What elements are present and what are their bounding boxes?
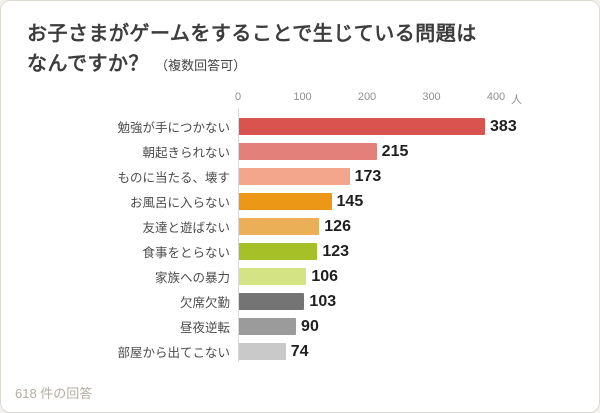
bar (238, 343, 286, 360)
bar-row: 昼夜逆転 90 (1, 314, 599, 339)
bar-rows: 勉強が手につかない 383 朝起きられない 215 ものに当たる、壊す 173 お風呂に入ら… (1, 108, 599, 364)
category-label: 食事をとらない (142, 246, 230, 260)
bar (238, 143, 377, 160)
category-label: 欠席欠勤 (179, 296, 230, 310)
category-label: お風呂に入らない (129, 196, 230, 210)
bar (238, 318, 297, 335)
value-label: 145 (336, 192, 364, 210)
bar (238, 243, 318, 260)
value-label: 215 (381, 142, 409, 160)
x-tick-label: 200 (357, 91, 377, 103)
x-tick-label: 400 (486, 91, 506, 103)
bar-row: 欠席欠勤 103 (1, 289, 599, 314)
bar-row: 部屋から出てこない 74 (1, 339, 599, 364)
value-label: 173 (354, 167, 382, 185)
bar (238, 293, 305, 310)
bar-row: 食事をとらない 123 (1, 239, 599, 264)
value-label: 383 (490, 117, 517, 135)
bar (238, 218, 320, 235)
x-tick-label: 0 (234, 91, 242, 103)
category-label: 朝起きられない (142, 146, 230, 160)
bar (238, 268, 307, 285)
x-tick-label: 300 (422, 91, 441, 103)
value-label: 103 (309, 292, 337, 310)
bar (238, 168, 350, 185)
value-label: 74 (290, 342, 309, 360)
value-label: 126 (324, 217, 351, 235)
bar-row: 家族への暴力 106 (1, 264, 599, 289)
category-label: 友達と遊ばない (142, 221, 230, 235)
value-label: 106 (311, 267, 339, 285)
x-tick-label: 100 (293, 91, 312, 103)
category-label: 昼夜逆転 (179, 321, 230, 335)
category-label: 勉強が手につかない (117, 121, 230, 135)
category-label: 部屋から出てこない (117, 346, 230, 360)
bar (238, 118, 486, 135)
chart-title-note: （複数回答可） (155, 58, 247, 73)
chart-title-line2: なんですか？ (27, 53, 149, 75)
bar-row: 友達と遊ばない 126 (1, 214, 599, 239)
bar-row: 朝起きられない 215 (1, 139, 599, 164)
chart-title-line1: お子さまがゲームをすることで生じている問題は (27, 23, 477, 45)
category-label: 家族への暴力 (154, 271, 230, 285)
bar-chart: 0 100 200 300 400 人 勉強が手につかない 383 朝起きられない 215 ものに… (1, 91, 599, 364)
value-label: 90 (301, 317, 319, 335)
bar-row: 勉強が手につかない 383 (1, 114, 599, 139)
value-label: 123 (322, 242, 350, 260)
y-axis-line (238, 108, 239, 362)
x-axis-ticks: 0 100 200 300 400 人 (234, 91, 599, 106)
x-axis-unit-label: 人 (511, 94, 522, 106)
bar-row: お風呂に入らない 145 (1, 189, 599, 214)
bar-row: ものに当たる、壊す 173 (1, 164, 599, 189)
category-label: ものに当たる、壊す (117, 171, 230, 185)
response-count: 618 件の回答 (15, 386, 93, 401)
bar (238, 193, 332, 210)
chart-title: お子さまがゲームをすることで生じている問題は なんですか？ （複数回答可） (1, 1, 599, 79)
